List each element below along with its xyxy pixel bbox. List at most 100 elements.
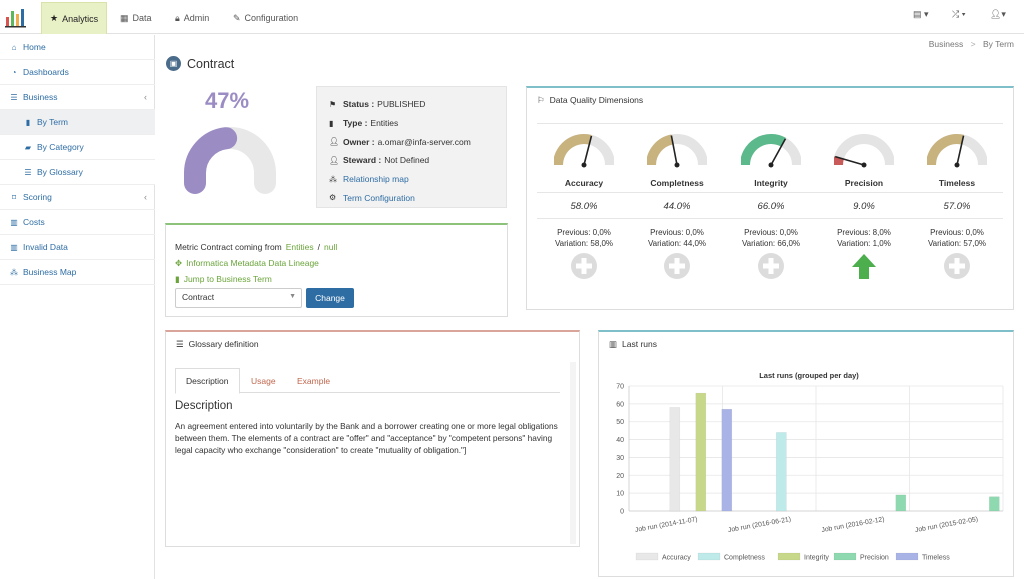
sidebar-item-scoring[interactable]: ⌑ Scoring ‹: [0, 185, 155, 210]
tab-data[interactable]: ▦ Data: [120, 12, 152, 24]
legend-label[interactable]: Precision: [860, 555, 889, 562]
term-info-panel: ⚑ Status : PUBLISHED ▮ Type : Entities 👤︎ Own…: [316, 86, 507, 208]
legend-label[interactable]: Accuracy: [662, 555, 691, 562]
description-heading: Description: [175, 400, 233, 412]
sidebar-item-invalid-data[interactable]: ▥ Invalid Data: [0, 235, 155, 260]
dq-dimension-name: Accuracy: [564, 178, 604, 188]
breadcrumb-item[interactable]: By Term: [982, 39, 1014, 49]
app-logo-icon[interactable]: [4, 5, 28, 29]
user-icon: 👤︎▾: [990, 9, 1006, 19]
tab-description[interactable]: Description: [175, 368, 240, 394]
tab-admin[interactable]: 🔒︎ Admin: [175, 12, 210, 24]
breadcrumb-separator: >: [970, 39, 976, 49]
dq-dimension-value: 9.0%: [853, 201, 875, 212]
data-quality-header: ⚐ Data Quality Dimensions: [527, 88, 1013, 116]
sitemap-icon: ⁂: [10, 267, 18, 277]
tab-analytics[interactable]: ★ Analytics: [41, 2, 107, 34]
change-button[interactable]: Change: [306, 288, 354, 308]
dq-dimension-value: 57.0%: [943, 201, 971, 212]
owner-value: a.omar@infa-server.com: [377, 136, 471, 147]
user-icon: 👤︎: [329, 137, 340, 147]
sidebar-item-business-map[interactable]: ⁂ Business Map: [0, 260, 155, 285]
contract-select[interactable]: Contract ▼: [175, 288, 302, 308]
breadcrumb: Business > By Term: [929, 39, 1014, 49]
dq-dimension-value: 66.0%: [757, 201, 785, 212]
owner-row: 👤︎ Owner : a.omar@infa-server.com: [329, 136, 471, 147]
term-configuration-link[interactable]: ⚙ Term Configuration: [329, 192, 415, 203]
legend-swatch: [697, 552, 721, 561]
timeless-gauge: [927, 134, 987, 168]
sidebar-item-costs[interactable]: ▥ Costs: [0, 210, 155, 235]
metric-null-link[interactable]: null: [324, 242, 338, 252]
user-menu-button[interactable]: 👤︎▾: [990, 9, 1006, 20]
bar-chart-icon: ▥: [10, 242, 18, 252]
legend-label[interactable]: Integrity: [804, 555, 829, 562]
dq-dimension: Completness 44.0% Previous: 0,0% Variatio…: [634, 88, 720, 288]
y-tick-label: 10: [616, 491, 624, 498]
legend-label[interactable]: Timeless: [922, 555, 950, 562]
dq-dimension-value: 58.0%: [570, 201, 598, 212]
layout-icon: ▤ ▾: [913, 9, 929, 19]
metric-source-link[interactable]: Entities: [285, 242, 314, 252]
dq-dimension-name: Precision: [844, 178, 884, 188]
add-circle-icon[interactable]: [663, 252, 691, 280]
integrity-gauge: [741, 134, 801, 168]
database-icon: ☰: [10, 92, 18, 102]
y-tick-label: 70: [616, 384, 624, 391]
dq-dimension: Integrity 66.0% Previous: 0,0% Variation:…: [728, 88, 814, 288]
layout-menu-button[interactable]: ▤ ▾: [913, 9, 929, 20]
metric-panel: Metric Contract coming from Entities / n…: [165, 223, 508, 317]
dq-dimension: Accuracy 58.0% Previous: 0,0% Variation: …: [541, 88, 627, 288]
bar-timeless: [721, 408, 733, 512]
bookmark-icon: ⌑: [11, 192, 17, 202]
legend-label[interactable]: Completness: [724, 555, 765, 562]
dashboard-icon: ◔: [11, 67, 17, 77]
bar-precision: [989, 496, 1000, 512]
book-icon: ▮: [175, 273, 180, 284]
last-runs-chart: Last runs (grouped per day) 0 10 20 30 40 50 60…: [616, 371, 1004, 562]
y-tick-label: 0: [620, 509, 624, 516]
add-circle-icon[interactable]: [570, 252, 598, 280]
arrow-up-icon[interactable]: [850, 252, 878, 280]
scrollbar[interactable]: [570, 362, 576, 544]
dq-dimension: Timeless 57.0% Previous: 0,0% Variation: …: [914, 88, 1000, 288]
tab-example[interactable]: Example: [297, 376, 331, 386]
folder-icon: ▰: [24, 142, 32, 152]
dq-dimension-history: Previous: 8,0% Variation: 1,0%: [837, 228, 891, 248]
bar-chart-icon: ▥: [609, 339, 618, 349]
metric-source-row: Metric Contract coming from Entities / n…: [175, 242, 338, 252]
home-icon: ⌂: [11, 42, 17, 52]
add-circle-icon[interactable]: [943, 252, 971, 280]
user-icon: 👤︎: [329, 155, 340, 165]
sitemap-icon: ⁂: [329, 174, 337, 184]
steward-row: 👤︎ Steward : Not Defined: [329, 155, 430, 166]
sidebar-item-by-category[interactable]: ▰ By Category: [0, 135, 155, 160]
jump-business-term-link[interactable]: ▮ Jump to Business Term: [175, 273, 272, 285]
relationship-map-link[interactable]: ⁂ Relationship map: [329, 174, 409, 185]
sidebar-item-home[interactable]: ⌂ Home: [0, 35, 155, 60]
lineage-link[interactable]: ✥ Informatica Metadata Data Lineage: [175, 257, 319, 269]
book-icon: ▮: [329, 118, 334, 128]
y-tick-label: 60: [616, 401, 624, 408]
database-icon: ☰: [176, 339, 184, 349]
shuffle-menu-button[interactable]: ⤮ ▾: [952, 9, 965, 20]
type-value: Entities: [370, 118, 399, 129]
dq-dimension-name: Timeless: [938, 178, 976, 188]
sidebar-item-dashboards[interactable]: ◔ Dashboards: [0, 60, 155, 85]
bar-integrity: [695, 392, 707, 512]
dq-dimension-value: 44.0%: [663, 201, 691, 212]
add-circle-icon[interactable]: [757, 252, 785, 280]
status-value: PUBLISHED: [377, 99, 426, 110]
sidebar-item-business[interactable]: ☰ Business ‹: [0, 85, 155, 110]
sidebar-item-by-glossary[interactable]: ☰ By Glossary: [0, 160, 155, 185]
x-tick-label: Job run (2016-02-12): [821, 516, 885, 534]
database-icon: ☰: [24, 167, 32, 177]
tab-configuration[interactable]: ✎ Configuration: [233, 12, 299, 24]
sidebar-item-by-term[interactable]: ▮ By Term: [0, 110, 155, 135]
bar-chart-icon: ▥: [10, 217, 18, 227]
wrench-icon: ✎: [233, 12, 241, 23]
tab-usage[interactable]: Usage: [251, 376, 276, 386]
breadcrumb-item[interactable]: Business: [928, 39, 964, 49]
x-tick-label: Job run (2015-02-05): [914, 516, 978, 534]
contract-icon: ▣: [166, 56, 181, 71]
